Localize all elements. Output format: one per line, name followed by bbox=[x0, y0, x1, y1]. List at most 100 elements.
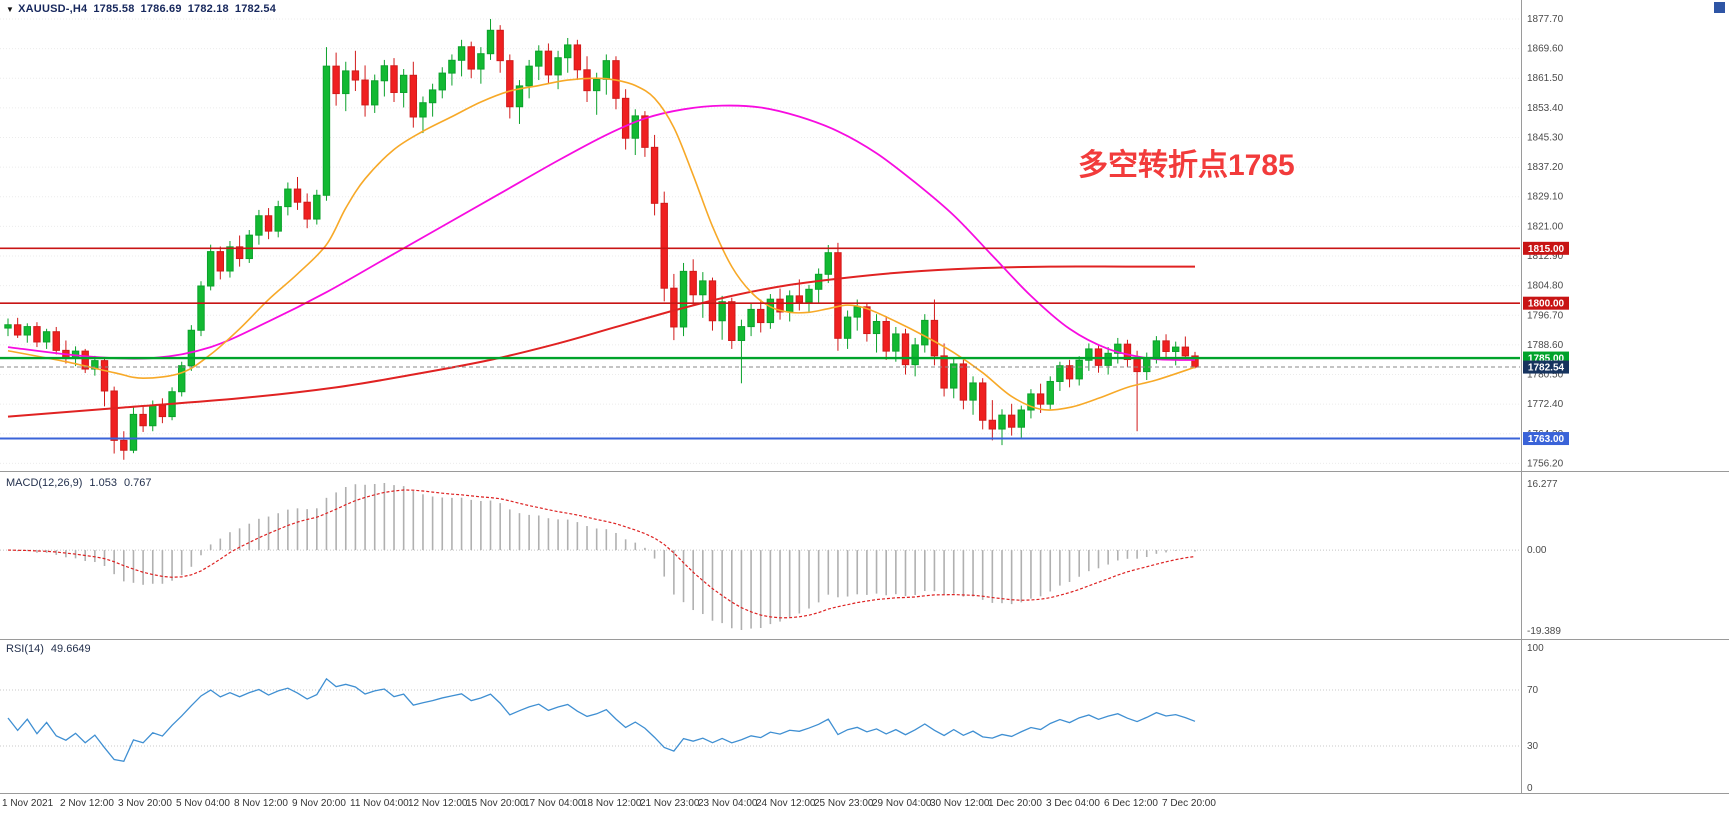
candle-up bbox=[892, 333, 900, 352]
candle-down bbox=[303, 201, 311, 220]
candle-up bbox=[1152, 340, 1161, 359]
candle-down bbox=[100, 360, 109, 392]
candle-up bbox=[1085, 348, 1093, 361]
candle-up bbox=[1027, 393, 1035, 411]
candle-up bbox=[843, 316, 852, 339]
time-label: 30 Nov 12:00 bbox=[930, 798, 990, 809]
candle-down bbox=[33, 326, 41, 343]
candle-up bbox=[457, 46, 466, 61]
candle-up bbox=[274, 206, 282, 232]
candle-up bbox=[428, 89, 437, 104]
candle-up bbox=[805, 288, 813, 303]
ma-fast-orange-line bbox=[7, 77, 1196, 411]
price-tick-label: 1877.70 bbox=[1527, 14, 1564, 25]
rsi-0-label: 0 bbox=[1527, 783, 1533, 794]
candle-up bbox=[525, 65, 533, 87]
time-label: 25 Nov 23:00 bbox=[814, 798, 874, 809]
candle-up bbox=[322, 65, 331, 196]
candle-down bbox=[660, 202, 668, 289]
candle-down bbox=[863, 306, 871, 335]
candle-up bbox=[911, 344, 919, 366]
candle-down bbox=[641, 115, 649, 148]
candle-down bbox=[264, 215, 273, 232]
candle-up bbox=[438, 72, 446, 91]
candle-up bbox=[1056, 365, 1064, 382]
candle-up bbox=[448, 59, 456, 74]
candle-down bbox=[1162, 340, 1170, 352]
window-corner-marker bbox=[1714, 2, 1725, 13]
candle-up bbox=[766, 298, 775, 324]
candle-up bbox=[1046, 380, 1054, 405]
price-tick-label: 1756.20 bbox=[1527, 458, 1564, 469]
candle-up bbox=[23, 326, 32, 336]
candle-up bbox=[206, 251, 215, 287]
candle-up bbox=[592, 78, 601, 92]
candle-down bbox=[390, 65, 398, 93]
time-label: 17 Nov 04:00 bbox=[524, 798, 584, 809]
time-label: 2 Nov 12:00 bbox=[60, 798, 114, 809]
candle-down bbox=[728, 301, 736, 342]
time-label: 11 Nov 04:00 bbox=[350, 798, 409, 809]
candle-up bbox=[535, 50, 543, 67]
macd-signal-line bbox=[7, 489, 1196, 619]
time-label: 12 Nov 12:00 bbox=[408, 798, 468, 809]
candle-down bbox=[409, 74, 418, 118]
price-tick-label: 1869.60 bbox=[1527, 44, 1564, 55]
candle-down bbox=[158, 404, 167, 418]
candle-down bbox=[834, 252, 842, 339]
candle-up bbox=[342, 70, 350, 95]
resistance-1815-badge bbox=[1523, 241, 1569, 255]
candle-up bbox=[515, 85, 524, 108]
candle-down bbox=[139, 413, 147, 427]
time-label: 6 Dec 12:00 bbox=[1104, 798, 1158, 809]
time-label: 3 Dec 04:00 bbox=[1046, 798, 1100, 809]
price-tick-label: 1788.60 bbox=[1527, 340, 1564, 351]
candle-up bbox=[380, 65, 389, 82]
candle-up bbox=[486, 29, 495, 55]
candle-up bbox=[313, 194, 321, 220]
ma-slow-red-line bbox=[7, 265, 1195, 418]
candle-up bbox=[399, 74, 408, 93]
candle-down bbox=[621, 97, 630, 139]
candle-up bbox=[1143, 357, 1151, 373]
candle-down bbox=[351, 70, 360, 81]
candle-down bbox=[216, 251, 225, 272]
candle-up bbox=[872, 320, 881, 335]
candle-down bbox=[1065, 365, 1074, 380]
candle-up bbox=[371, 80, 379, 106]
candle-up bbox=[42, 331, 51, 343]
candle-down bbox=[235, 246, 244, 260]
candle-down bbox=[650, 146, 659, 204]
candle-up bbox=[419, 102, 427, 118]
time-label: 18 Nov 12:00 bbox=[582, 798, 642, 809]
candle-up bbox=[255, 215, 263, 236]
candle-down bbox=[544, 50, 553, 76]
candle-down bbox=[670, 287, 678, 328]
candle-up bbox=[226, 246, 234, 272]
candle-up bbox=[4, 324, 12, 329]
macd-max-label: 16.277 bbox=[1527, 479, 1558, 490]
price-tick-label: 1780.50 bbox=[1527, 370, 1564, 381]
candle-down bbox=[506, 60, 514, 108]
time-label: 8 Nov 12:00 bbox=[234, 798, 288, 809]
candle-down bbox=[120, 439, 128, 451]
candle-down bbox=[293, 188, 302, 203]
candle-up bbox=[554, 57, 562, 76]
candle-down bbox=[901, 333, 910, 366]
candle-up bbox=[998, 414, 1006, 430]
price-tick-label: 1796.70 bbox=[1527, 310, 1564, 321]
candle-down bbox=[81, 350, 89, 370]
candle-down bbox=[978, 382, 987, 421]
candle-up bbox=[699, 280, 707, 296]
candle-up bbox=[853, 306, 861, 318]
ma-mid-magenta-line bbox=[7, 104, 1196, 361]
candle-down bbox=[1036, 393, 1045, 405]
price-tick-label: 1829.10 bbox=[1527, 192, 1564, 203]
rsi-70-label: 70 bbox=[1527, 685, 1539, 696]
candle-down bbox=[959, 363, 968, 401]
candle-up bbox=[602, 60, 611, 80]
pivot-1785-badge-text: 1785.00 bbox=[1528, 354, 1565, 365]
price-tick-label: 1812.90 bbox=[1527, 251, 1564, 262]
time-label: 24 Nov 12:00 bbox=[756, 798, 816, 809]
